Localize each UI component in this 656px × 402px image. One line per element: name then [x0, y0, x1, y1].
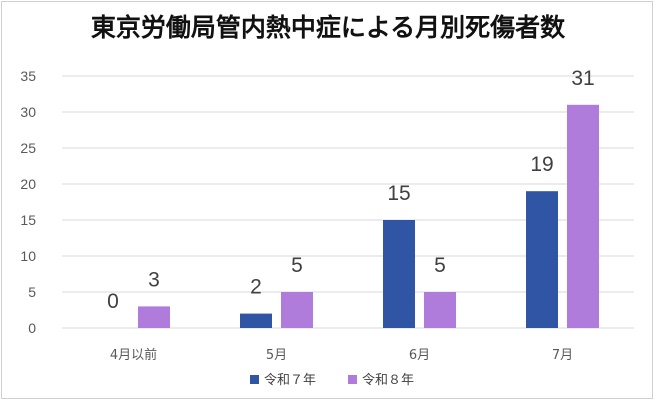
- bar: [281, 292, 313, 328]
- legend-label: 令和７年: [264, 373, 316, 388]
- bar: [424, 292, 456, 328]
- data-label: 5: [434, 254, 446, 277]
- y-axis-ticks: 0 5 10 15 20 25 30 35: [20, 68, 36, 336]
- y-tick-label: 10: [20, 248, 36, 264]
- data-label: 15: [387, 182, 410, 205]
- y-tick-label: 30: [20, 104, 36, 120]
- bar: [526, 191, 558, 328]
- x-category-label: 5月: [266, 348, 287, 363]
- data-label: 31: [571, 67, 594, 90]
- bar: [383, 220, 415, 328]
- bar: [567, 104, 599, 328]
- data-label: 2: [250, 276, 262, 299]
- bar: [138, 306, 170, 328]
- bars: [138, 104, 599, 328]
- legend: 令和７年 令和８年: [250, 373, 414, 388]
- data-label: 19: [530, 153, 553, 176]
- y-tick-label: 20: [20, 176, 36, 192]
- data-label: 5: [291, 254, 303, 277]
- legend-swatch: [348, 375, 357, 384]
- data-label: 0: [107, 290, 119, 313]
- x-category-label: 6月: [409, 348, 430, 363]
- y-tick-label: 15: [20, 212, 36, 228]
- y-tick-label: 35: [20, 68, 36, 84]
- y-tick-label: 0: [28, 320, 36, 336]
- x-category-label: 4月以前: [110, 347, 157, 363]
- legend-swatch: [250, 375, 259, 384]
- chart-title: 東京労働局管内熱中症による月別死傷者数: [91, 13, 566, 42]
- y-tick-label: 5: [28, 284, 36, 300]
- y-tick-label: 25: [20, 140, 36, 156]
- bar: [240, 313, 272, 328]
- x-axis-categories: 4月以前 5月 6月 7月: [110, 347, 573, 363]
- data-label: 3: [148, 268, 160, 291]
- legend-label: 令和８年: [362, 373, 414, 388]
- x-category-label: 7月: [552, 348, 573, 363]
